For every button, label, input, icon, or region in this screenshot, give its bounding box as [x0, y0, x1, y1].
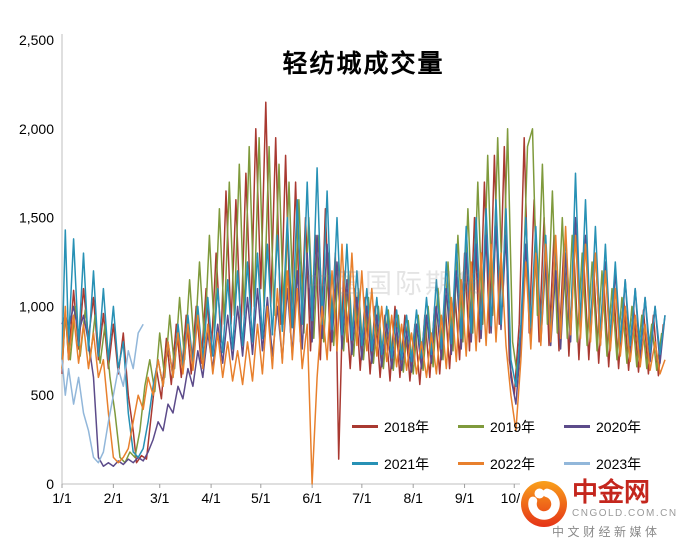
legend-label: 2018年: [384, 418, 430, 435]
logo-url: CNGOLD.COM.CN: [572, 508, 678, 519]
legend-item: 2021年: [352, 455, 458, 472]
site-logo: 中金网 CNGOLD.COM.CN 中文财经新媒体: [520, 478, 678, 548]
legend-item: 2020年: [564, 418, 670, 435]
legend-swatch: [352, 425, 378, 428]
x-tick-label: 6/1: [302, 490, 322, 506]
legend-item: 2022年: [458, 455, 564, 472]
x-tick-label: 3/1: [150, 490, 170, 506]
x-tick-label: 2/1: [104, 490, 124, 506]
y-tick-label: 1,000: [19, 298, 54, 314]
y-tick-label: 1,500: [19, 210, 54, 226]
x-tick-label: 1/1: [52, 490, 72, 506]
y-tick-label: 2,500: [19, 32, 54, 48]
y-tick-label: 0: [46, 476, 54, 492]
legend-swatch: [352, 462, 378, 465]
series-line-2018年: [61, 101, 665, 464]
legend-label: 2020年: [596, 418, 642, 435]
legend-label: 2019年: [490, 418, 536, 435]
logo-tagline: 中文财经新媒体: [552, 525, 661, 539]
chart-title: 轻纺城成交量: [282, 50, 445, 78]
cngold-logo-icon: [521, 481, 567, 527]
legend-label: 2022年: [490, 455, 536, 472]
series-line-2020年: [61, 216, 666, 467]
y-tick-label: 500: [31, 387, 55, 403]
legend-item: 2019年: [458, 418, 564, 435]
logo-text-block: 中金网 CNGOLD.COM.CN 中文财经新媒体: [552, 477, 678, 540]
x-tick-label: 4/1: [201, 490, 221, 506]
chart-legend: 2018年 2019年 2020年 2021年 2022年 2023年: [352, 418, 670, 472]
x-tick-label: 5/1: [251, 490, 271, 506]
series-line-2023年: [61, 323, 144, 464]
legend-item: 2018年: [352, 418, 458, 435]
x-tick-label: 8/1: [403, 490, 423, 506]
legend-swatch: [458, 462, 484, 465]
legend-label: 2023年: [596, 455, 642, 472]
legend-label: 2021年: [384, 455, 430, 472]
series-line-2022年: [61, 225, 666, 485]
x-tick-label: 7/1: [352, 490, 372, 506]
legend-item: 2023年: [564, 455, 670, 472]
y-tick-label: 2,000: [19, 121, 54, 137]
x-tick-label: 9/1: [455, 490, 475, 506]
legend-swatch: [458, 425, 484, 428]
legend-swatch: [564, 425, 590, 428]
legend-swatch: [564, 462, 590, 465]
logo-brand: 中金网: [572, 477, 651, 507]
